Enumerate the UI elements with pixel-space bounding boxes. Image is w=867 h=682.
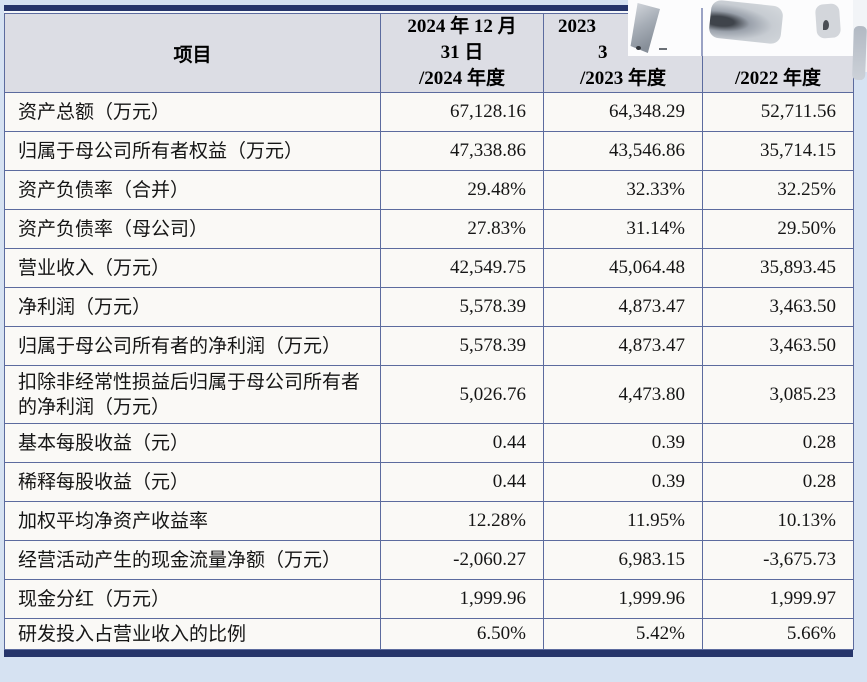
table-row: 研发投入占营业收入的比例 6.50% 5.42% 5.66% — [4, 618, 854, 650]
row-label: 资产负债率（合并） — [4, 170, 381, 210]
row-label: 扣除非经常性损益后归属于母公司所有者的净利润（万元） — [4, 365, 381, 424]
cell-value-2023: 0.39 — [543, 462, 703, 502]
cell-value-2024: 0.44 — [380, 462, 544, 502]
cell-value-2022: 35,714.15 — [702, 131, 854, 171]
col-header-2023-line2: 3 — [598, 42, 608, 63]
row-label: 净利润（万元） — [4, 287, 381, 327]
smudge-comma-mark — [823, 20, 829, 30]
cell-value-2022: 52,711.56 — [702, 92, 854, 132]
smudge-dot — [636, 46, 641, 50]
table-row: 现金分红（万元） 1,999.96 1,999.96 1,999.97 — [4, 579, 854, 619]
cell-value-2024: 6.50% — [380, 618, 544, 650]
table-row: 扣除非经常性损益后归属于母公司所有者的净利润（万元） 5,026.76 4,473.… — [4, 365, 854, 424]
bottom-rule-bar — [4, 650, 853, 657]
cell-value-2024: 5,026.76 — [380, 365, 544, 424]
row-label: 归属于母公司所有者权益（万元） — [4, 131, 381, 171]
cell-value-2024: 1,999.96 — [380, 579, 544, 619]
cell-value-2023: 32.33% — [543, 170, 703, 210]
cell-value-2023: 4,473.80 — [543, 365, 703, 424]
cell-value-2022: -3,675.73 — [702, 540, 854, 580]
cell-value-2024: 67,128.16 — [380, 92, 544, 132]
cell-value-2022: 3,085.23 — [702, 365, 854, 424]
row-label: 基本每股收益（元） — [4, 423, 381, 463]
col-header-2024-line3: /2024 年度 — [418, 68, 506, 89]
table-row: 净利润（万元） 5,578.39 4,873.47 3,463.50 — [4, 287, 854, 327]
table-row: 营业收入（万元） 42,549.75 45,064.48 35,893.45 — [4, 248, 854, 288]
cell-value-2023: 1,999.96 — [543, 579, 703, 619]
col-header-2024: 2024 年 12 月 31 日 /2024 年度 — [380, 13, 544, 93]
financial-summary-table-wrap: 项目 2024 年 12 月 31 日 /2024 年度 2023 3 /202… — [4, 13, 854, 657]
col-header-2022-line3: /2022 年度 — [734, 68, 822, 89]
cell-value-2022: 1,999.97 — [702, 579, 854, 619]
cell-value-2024: 47,338.86 — [380, 131, 544, 171]
table-row: 基本每股收益（元） 0.44 0.39 0.28 — [4, 423, 854, 463]
cell-value-2022: 0.28 — [702, 462, 854, 502]
top-gap-strip — [4, 11, 853, 13]
cell-value-2022: 10.13% — [702, 501, 854, 541]
top-rule-bar — [4, 5, 853, 11]
table-row: 资产负债率（合并） 29.48% 32.33% 32.25% — [4, 170, 854, 210]
col-header-2024-line1: 2024 年 12 月 — [407, 16, 517, 37]
table-row: 加权平均净资产收益率 12.28% 11.95% 10.13% — [4, 501, 854, 541]
table-row: 经营活动产生的现金流量净额（万元） -2,060.27 6,983.15 -3,675… — [4, 540, 854, 580]
cell-value-2022: 35,893.45 — [702, 248, 854, 288]
cell-value-2023: 64,348.29 — [543, 92, 703, 132]
cell-value-2023: 11.95% — [543, 501, 703, 541]
cell-value-2022: 32.25% — [702, 170, 854, 210]
cell-value-2023: 4,873.47 — [543, 326, 703, 366]
row-label: 经营活动产生的现金流量净额（万元） — [4, 540, 381, 580]
table-row: 归属于母公司所有者权益（万元） 47,338.86 43,546.86 35,714.… — [4, 131, 854, 171]
cell-value-2024: 5,578.39 — [380, 326, 544, 366]
col-header-2023-line1: 2023 — [558, 16, 596, 37]
cell-value-2024: 12.28% — [380, 501, 544, 541]
row-label: 研发投入占营业收入的比例 — [4, 618, 381, 650]
cell-value-2022: 29.50% — [702, 209, 854, 249]
smudge-blob-capsule — [708, 0, 784, 45]
cell-value-2023: 45,064.48 — [543, 248, 703, 288]
row-label: 营业收入（万元） — [4, 248, 381, 288]
table-row: 资产总额（万元） 67,128.16 64,348.29 52,711.56 — [4, 92, 854, 132]
cell-value-2023: 4,873.47 — [543, 287, 703, 327]
cell-value-2022: 5.66% — [702, 618, 854, 650]
row-label: 加权平均净资产收益率 — [4, 501, 381, 541]
cell-value-2024: 29.48% — [380, 170, 544, 210]
cell-value-2022: 3,463.50 — [702, 287, 854, 327]
smudge-dash — [659, 48, 667, 50]
cell-value-2022: 3,463.50 — [702, 326, 854, 366]
cell-value-2022: 0.28 — [702, 423, 854, 463]
financial-summary-table: 项目 2024 年 12 月 31 日 /2024 年度 2023 3 /202… — [4, 13, 854, 650]
row-label: 资产总额（万元） — [4, 92, 381, 132]
smudge-blob-right-strip — [852, 25, 867, 81]
table-row: 稀释每股收益（元） 0.44 0.39 0.28 — [4, 462, 854, 502]
cell-value-2024: 0.44 — [380, 423, 544, 463]
col-header-2024-line2: 31 日 — [440, 42, 484, 63]
column-divider-segment — [701, 8, 703, 56]
row-label: 归属于母公司所有者的净利润（万元） — [4, 326, 381, 366]
cell-value-2024: 5,578.39 — [380, 287, 544, 327]
row-label: 稀释每股收益（元） — [4, 462, 381, 502]
row-label: 资产负债率（母公司） — [4, 209, 381, 249]
col-header-item: 项目 — [4, 13, 381, 93]
cell-value-2023: 0.39 — [543, 423, 703, 463]
cell-value-2023: 31.14% — [543, 209, 703, 249]
cell-value-2024: 27.83% — [380, 209, 544, 249]
table-row: 资产负债率（母公司） 27.83% 31.14% 29.50% — [4, 209, 854, 249]
table-row: 归属于母公司所有者的净利润（万元） 5,578.39 4,873.47 3,463.5… — [4, 326, 854, 366]
row-label: 现金分红（万元） — [4, 579, 381, 619]
cell-value-2023: 6,983.15 — [543, 540, 703, 580]
cell-value-2023: 43,546.86 — [543, 131, 703, 171]
cell-value-2024: 42,549.75 — [380, 248, 544, 288]
cell-value-2024: -2,060.27 — [380, 540, 544, 580]
col-header-2023-line3: /2023 年度 — [579, 68, 667, 89]
financial-table-body: 资产总额（万元） 67,128.16 64,348.29 52,711.56 归属于母公… — [4, 92, 854, 650]
cell-value-2023: 5.42% — [543, 618, 703, 650]
